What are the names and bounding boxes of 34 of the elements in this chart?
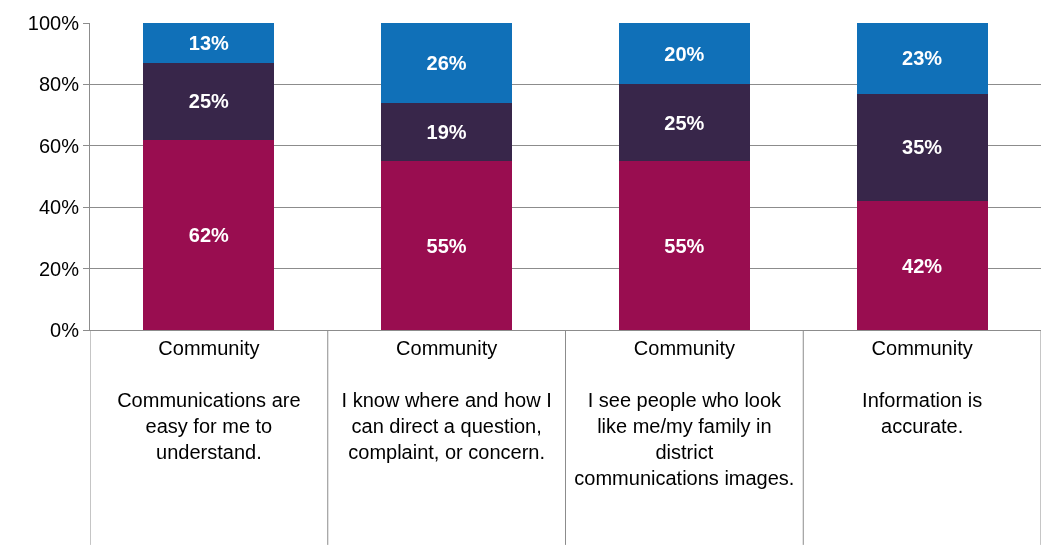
data-label: 25%	[188, 90, 229, 113]
y-tick-label: 80%	[38, 73, 80, 96]
y-tick-label: 100%	[27, 12, 80, 34]
data-label: 23%	[902, 47, 943, 70]
data-label: 42%	[902, 254, 943, 277]
bar	[143, 139, 275, 330]
bar	[143, 23, 275, 63]
y-tick-label: 0%	[50, 319, 80, 341]
bar	[381, 161, 513, 330]
data-label: 55%	[664, 234, 705, 257]
bar	[381, 23, 513, 103]
bar	[618, 161, 750, 330]
y-tick-label: 60%	[38, 134, 80, 157]
data-label: 26%	[426, 51, 467, 74]
category-label: Community I know where and how I can direct a question, complaint, or concern.	[341, 337, 552, 463]
bar	[618, 84, 750, 162]
data-label: 13%	[188, 31, 229, 54]
bar	[381, 102, 513, 162]
data-label: 20%	[664, 42, 705, 65]
category-label: Community Communications are easy for me to understand.	[117, 337, 301, 463]
y-tick-label: 40%	[38, 196, 80, 219]
data-label: 19%	[426, 120, 467, 143]
category-label: Community Information is accurate.	[862, 337, 983, 437]
bar	[856, 201, 988, 330]
data-label: 62%	[188, 223, 229, 246]
data-label: 55%	[426, 234, 467, 257]
bar	[856, 23, 988, 94]
bar	[856, 93, 988, 202]
data-label: 35%	[902, 136, 943, 159]
data-label: 25%	[664, 111, 705, 134]
category-label: Community I see people who look like me/my family in district communications images.	[574, 337, 795, 489]
y-tick-label: 20%	[38, 257, 80, 280]
bar	[143, 62, 275, 140]
bar	[618, 23, 750, 85]
